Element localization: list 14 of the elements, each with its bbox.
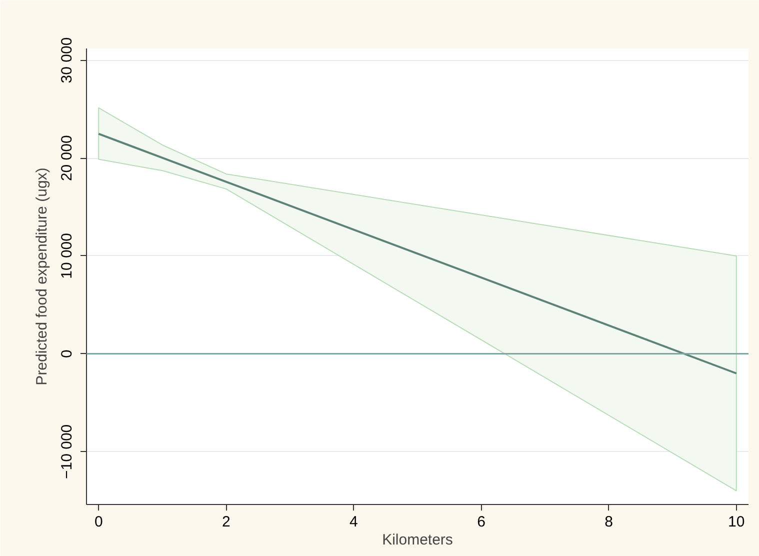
- y-tick-label: 10 000: [58, 233, 76, 279]
- y-tick-label: 20 000: [58, 135, 76, 182]
- x-tick-label: 0: [94, 514, 103, 530]
- x-axis-title: Kilometers: [382, 532, 453, 548]
- x-tick-label: 2: [222, 514, 230, 530]
- line-series: [98, 132, 738, 374]
- x-tick-label: 10: [728, 514, 745, 530]
- x-tick-label: 8: [604, 514, 613, 530]
- y-axis-title: Predicted food expenditure (ugx): [34, 168, 50, 386]
- x-tick-label: 6: [477, 514, 486, 530]
- x-tick-label: 4: [350, 514, 358, 530]
- y-tick-label: 30 000: [58, 37, 76, 84]
- y-tick-label: 0: [58, 350, 76, 358]
- y-tick-label: −10 000: [58, 424, 76, 479]
